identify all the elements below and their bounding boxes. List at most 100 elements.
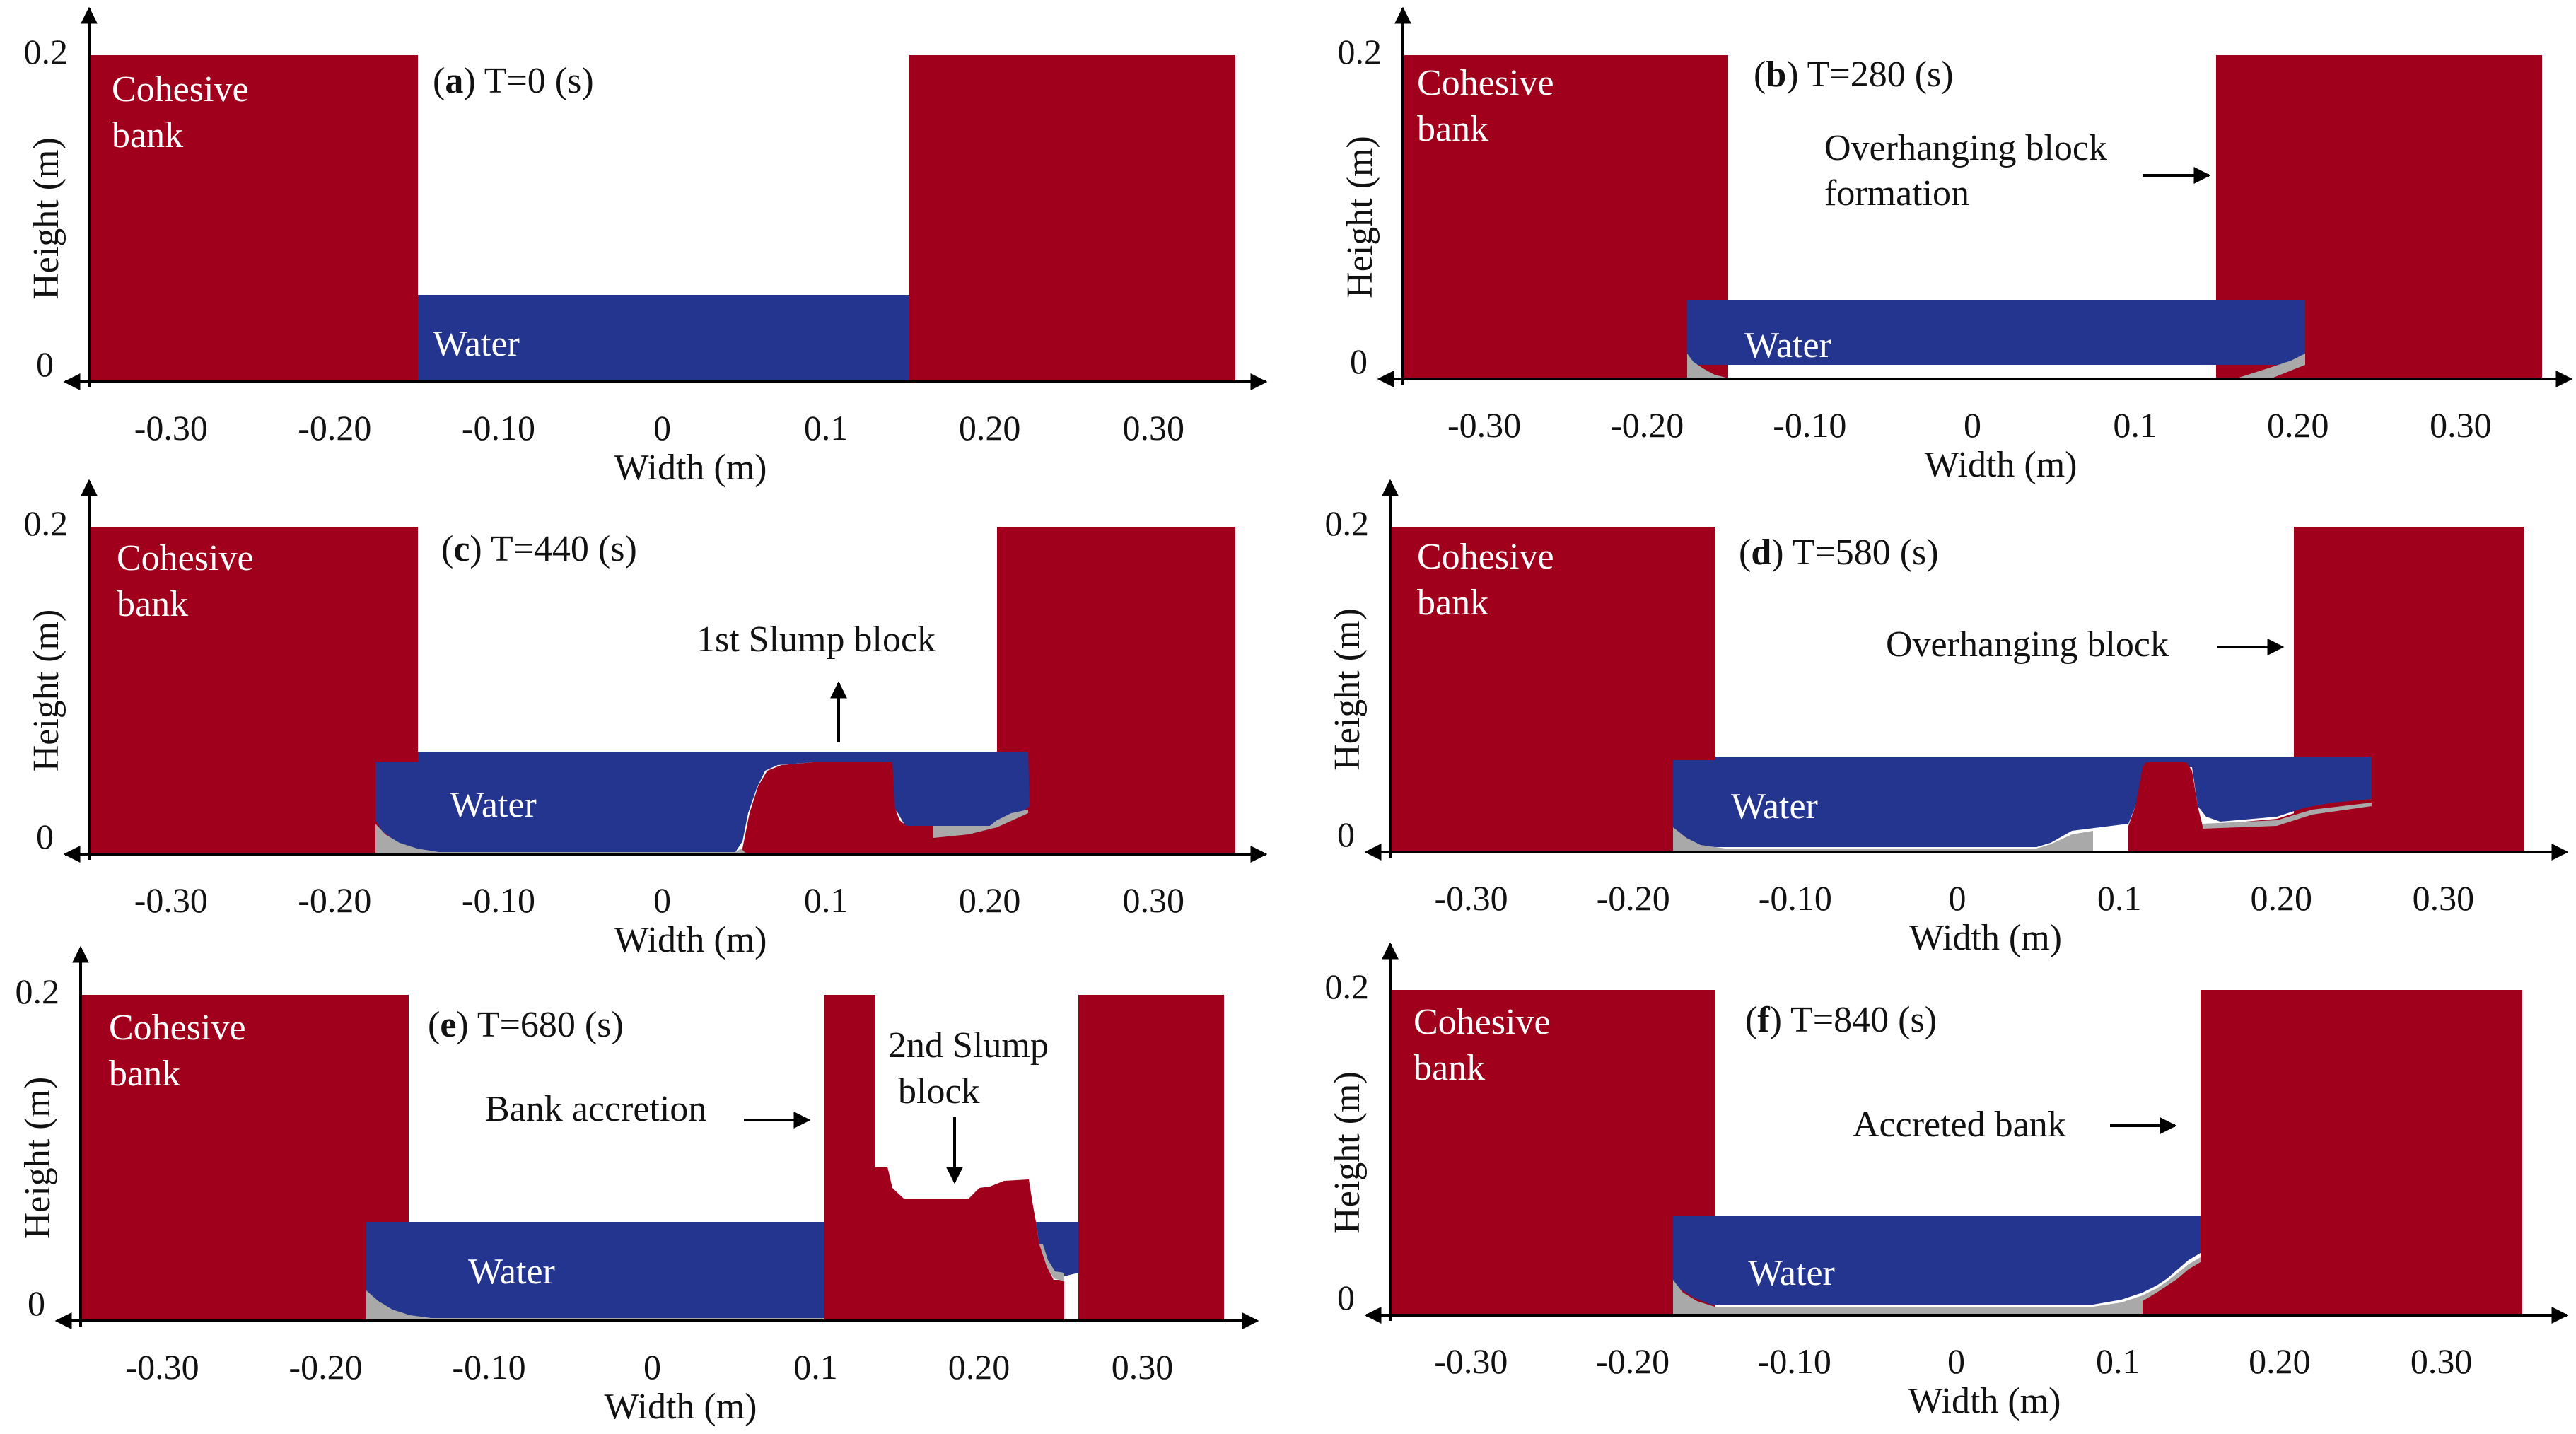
y-tick-label: 0 bbox=[1337, 815, 1355, 854]
annotation-text: Bank accretion bbox=[485, 1089, 706, 1129]
water-pocket bbox=[1036, 1222, 1078, 1276]
x-tick-label: 0.1 bbox=[804, 880, 849, 920]
water-body bbox=[1673, 757, 2372, 847]
y-axis-title: Height (m) bbox=[1327, 1071, 1368, 1234]
x-tick-label: -0.30 bbox=[1434, 878, 1508, 918]
cohesive-bank-label-2: bank bbox=[109, 1054, 180, 1094]
x-tick-label: -0.30 bbox=[1434, 1341, 1508, 1381]
x-tick-label: -0.20 bbox=[289, 1347, 362, 1387]
panel-letter: e bbox=[440, 1005, 456, 1045]
cohesive-bank-label-2: bank bbox=[1414, 1048, 1485, 1088]
x-tick-label: -0.20 bbox=[1610, 405, 1684, 445]
x-tick-label: 0.1 bbox=[2096, 1341, 2140, 1381]
x-tick-label: -0.30 bbox=[134, 408, 208, 448]
panel-title: (b) T=280 (s) bbox=[1754, 54, 1954, 95]
panel-letter: a bbox=[445, 61, 463, 101]
panel-title: (e) T=680 (s) bbox=[428, 1005, 624, 1045]
panel-d: Cohesive bank Water (d) T=580 (s) Overha… bbox=[1390, 527, 2524, 852]
panel-title: (c) T=440 (s) bbox=[441, 529, 637, 569]
x-tick-label: 0.30 bbox=[2411, 1341, 2473, 1381]
annotation-text: formation bbox=[1824, 173, 1969, 214]
bank-toe-right bbox=[2203, 801, 2372, 852]
x-tick-label: 0.30 bbox=[1112, 1347, 1174, 1387]
x-tick-label: 0.30 bbox=[1122, 880, 1184, 920]
bank-right bbox=[909, 55, 1235, 382]
bank-right bbox=[2201, 990, 2522, 1315]
x-axis-title: Width (m) bbox=[1909, 918, 2062, 958]
y-tick-label: 0.2 bbox=[24, 503, 69, 543]
cohesive-bank-label-1: Cohesive bbox=[1417, 537, 1554, 577]
x-tick-label: 0.20 bbox=[2249, 1341, 2311, 1381]
panel-a: Cohesive bank Water (a) T=0 (s) bbox=[89, 55, 1235, 382]
x-tick-label: 0.20 bbox=[959, 408, 1021, 448]
water-body bbox=[366, 1222, 824, 1321]
x-tick-label: 0.1 bbox=[804, 408, 849, 448]
water-label: Water bbox=[468, 1252, 555, 1292]
panel-e: Cohesive bank Water (e) T=680 (s) Bank a… bbox=[81, 995, 1224, 1321]
bank-left bbox=[1403, 55, 1728, 379]
x-tick-label: -0.10 bbox=[1758, 1341, 1831, 1381]
y-tick-label: 0.2 bbox=[24, 32, 69, 71]
y-tick-label: 0.2 bbox=[1338, 32, 1382, 71]
x-tick-label: 0 bbox=[643, 1347, 661, 1387]
y-tick-label: 0.2 bbox=[1325, 503, 1370, 543]
cohesive-bank-label-1: Cohesive bbox=[1414, 1002, 1551, 1042]
y-tick-label: 0 bbox=[36, 817, 54, 856]
x-tick-label: 0.20 bbox=[959, 880, 1021, 920]
x-tick-label: -0.20 bbox=[1597, 878, 1670, 918]
cohesive-bank-label-2: bank bbox=[1417, 109, 1488, 149]
cohesive-bank-label-1: Cohesive bbox=[117, 538, 254, 578]
x-tick-label: 0 bbox=[1964, 405, 1981, 445]
panel-time: T=680 (s) bbox=[477, 1005, 624, 1045]
panel-time: T=440 (s) bbox=[491, 529, 637, 569]
sediment-right bbox=[2203, 803, 2372, 829]
bank-left bbox=[89, 527, 418, 854]
y-axis-title: Height (m) bbox=[1327, 608, 1368, 771]
x-tick-label: 0 bbox=[1949, 878, 1966, 918]
x-tick-label: 0.20 bbox=[2267, 405, 2329, 445]
cohesive-bank-label-1: Cohesive bbox=[1417, 63, 1554, 103]
y-axis-title: Height (m) bbox=[1340, 136, 1380, 298]
x-tick-label: 0.30 bbox=[2430, 405, 2492, 445]
cohesive-bank-label-1: Cohesive bbox=[112, 69, 249, 110]
bank-left bbox=[89, 55, 418, 382]
water-body bbox=[418, 295, 909, 382]
bank-toe-right bbox=[933, 813, 1028, 854]
x-tick-label: -0.10 bbox=[1773, 405, 1846, 445]
panel-f: Cohesive bank Water (f) T=840 (s) Accret… bbox=[1390, 990, 2522, 1315]
cohesive-bank-label-2: bank bbox=[1417, 583, 1488, 623]
y-tick-label: 0 bbox=[1337, 1278, 1355, 1317]
panel-letter: b bbox=[1766, 54, 1786, 95]
water-body bbox=[1673, 1216, 2201, 1305]
x-tick-label: 0 bbox=[1947, 1341, 1965, 1381]
water-label: Water bbox=[433, 324, 520, 364]
annotation-text: Overhanging block bbox=[1886, 624, 2169, 665]
water-label: Water bbox=[1744, 325, 1831, 366]
water-body bbox=[375, 752, 1030, 852]
annotation-text: 1st Slump block bbox=[697, 619, 936, 660]
water-label: Water bbox=[1748, 1253, 1835, 1293]
x-tick-label: -0.10 bbox=[1759, 878, 1832, 918]
x-axis-title: Width (m) bbox=[1908, 1381, 2061, 1421]
slump-block-1 bbox=[742, 762, 933, 854]
panel-time: T=840 (s) bbox=[1790, 1000, 1937, 1040]
cohesive-bank-label-1: Cohesive bbox=[109, 1008, 246, 1048]
annotation-text: block bbox=[898, 1071, 980, 1112]
sediment-right bbox=[1039, 1244, 1064, 1281]
panel-c: Cohesive bank Water (c) T=440 (s) 1st Sl… bbox=[89, 527, 1235, 854]
y-tick-label: 0 bbox=[36, 344, 54, 384]
panel-b: Cohesive bank Water (b) T=280 (s) Overha… bbox=[1403, 54, 2542, 379]
x-axis-title: Width (m) bbox=[605, 1387, 757, 1427]
bank-left bbox=[1390, 990, 1715, 1315]
panel-title: (f) T=840 (s) bbox=[1745, 1000, 1937, 1040]
panel-time: T=0 (s) bbox=[484, 61, 594, 101]
panel-letter: d bbox=[1751, 532, 1771, 573]
annotation-text: Overhanging block bbox=[1824, 128, 2107, 168]
y-tick-label: 0.2 bbox=[16, 972, 60, 1011]
